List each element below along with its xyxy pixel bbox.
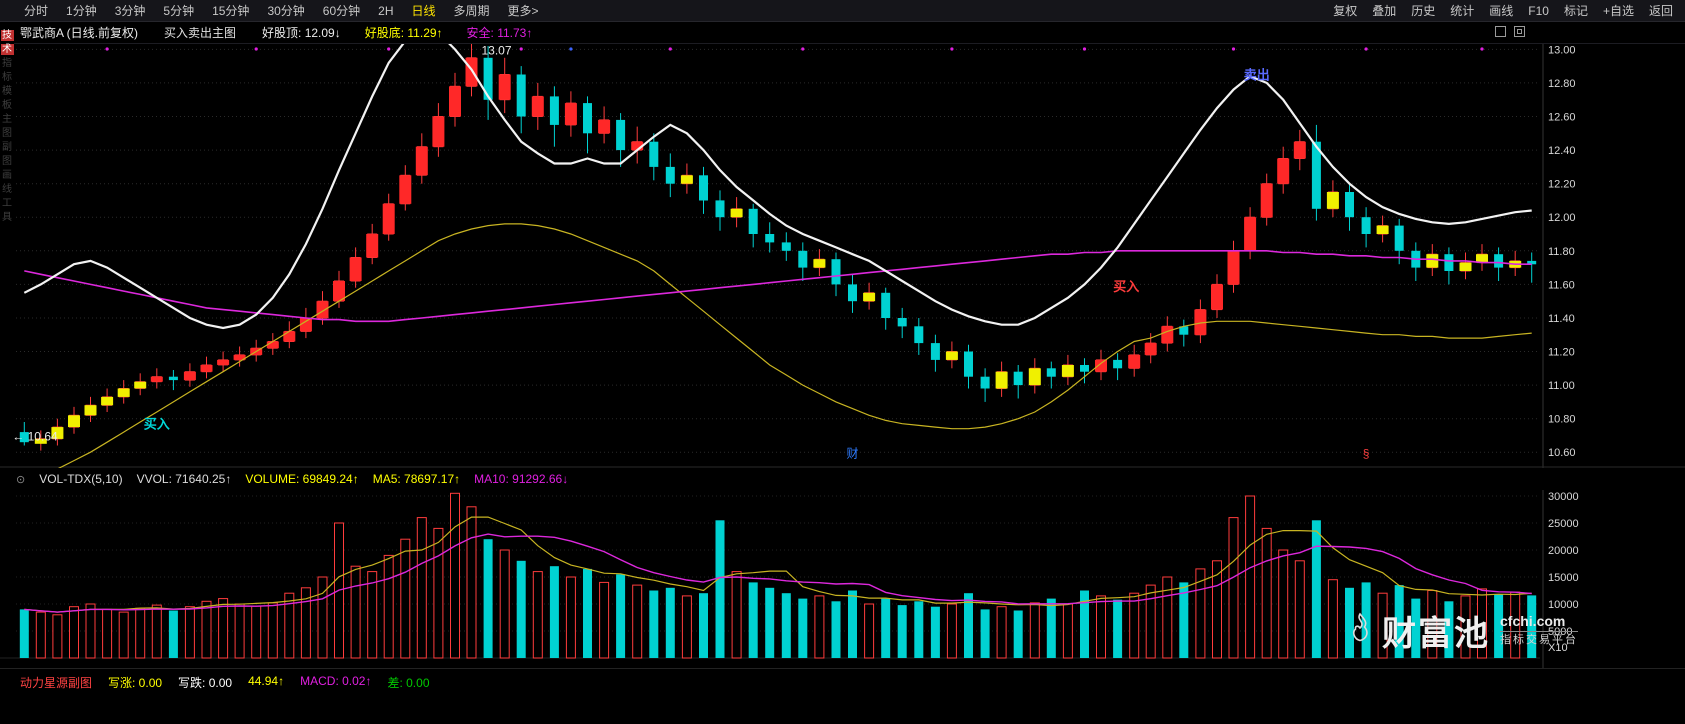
bottom-indicator-seg-5: 差: 0.00 [387, 676, 430, 690]
vol-stat-vvol: VVOL: 71640.25↑ [136, 472, 232, 486]
tool-draw-line[interactable]: 画线 [1489, 4, 1514, 18]
left-strip-char: 标 [2, 72, 12, 83]
svg-text:12.60: 12.60 [1548, 112, 1576, 124]
svg-text:X10: X10 [1548, 642, 1568, 654]
vol-stat-volume: VOLUME: 69849.24↑ [245, 472, 359, 486]
timeframe-m3[interactable]: 3分钟 [114, 4, 146, 18]
tool-fuquan[interactable]: 复权 [1333, 4, 1358, 18]
svg-text:10000: 10000 [1548, 599, 1579, 611]
tool-overlay[interactable]: 叠加 [1372, 4, 1397, 18]
tool-mark[interactable]: 标记 [1563, 4, 1588, 18]
flame-logo-icon [1348, 612, 1372, 649]
left-strip-char: 图 [2, 128, 12, 139]
svg-text:11.00: 11.00 [1548, 380, 1575, 392]
timeframe-m30[interactable]: 30分钟 [267, 4, 305, 18]
svg-text:12.00: 12.00 [1548, 212, 1576, 224]
vol-stat-ma10: MA10: 91292.66↓ [474, 472, 569, 486]
timeframe-more[interactable]: 更多> [507, 4, 539, 18]
left-tab-char[interactable]: 术 [0, 44, 14, 55]
main-chart[interactable]: 13.00 12.80 12.60 12.40 12.20 12.00 11.80 11.60… [0, 44, 1685, 468]
timeframe-menu: 分时 1分钟 3分钟 5分钟 15分钟 30分钟 60分钟 2H 日线 多周期 更多> [24, 2, 539, 19]
bottom-indicator-seg-1: 写涨: 0.00 [108, 676, 163, 690]
svg-text:20000: 20000 [1548, 545, 1579, 557]
volume-pane-header: ⊙ VOL-TDX(5,10) VVOL: 71640.25↑ VOLUME: 69… [16, 468, 568, 490]
bottom-indicator-seg-4: MACD: 0.02↑ [300, 674, 372, 688]
svg-text:12.80: 12.80 [1548, 78, 1576, 90]
timeframe-m60[interactable]: 60分钟 [322, 4, 361, 18]
svg-text:买入: 买入 [144, 417, 170, 432]
stock-title[interactable]: 鄂武商A (日线.前复权) [20, 26, 139, 40]
timeframe-fenshi[interactable]: 分时 [24, 4, 49, 18]
left-strip-char: 模 [2, 86, 12, 97]
watermark: 财富池 cfchi.com 指标交易平台 [1348, 606, 1578, 655]
bottom-indicator-seg-3: 44.94↑ [248, 674, 285, 688]
tool-f10[interactable]: F10 [1528, 3, 1549, 18]
left-side-strip: 技术指标模板主图副图画线工具 [0, 22, 14, 724]
svg-text:11.80: 11.80 [1548, 246, 1575, 258]
left-strip-char: 图 [2, 156, 12, 167]
svg-text:卖出: 卖出 [1244, 68, 1270, 83]
titlebar-icons [1495, 26, 1525, 37]
maximize-icon[interactable] [1495, 26, 1506, 37]
svg-text:10.80: 10.80 [1548, 414, 1576, 426]
svg-text:12.40: 12.40 [1548, 145, 1576, 157]
left-strip-char: 工 [2, 198, 12, 209]
timeframe-h2[interactable]: 2H [378, 3, 394, 18]
svg-text:11.60: 11.60 [1548, 279, 1575, 291]
timeframe-multi-period[interactable]: 多周期 [453, 4, 490, 18]
tool-add-watchlist[interactable]: +自选 [1602, 4, 1634, 18]
indicator-stats: 好股顶: 12.09↓ 好股底: 11.29↑ 安全: 11.73↑ [262, 24, 532, 41]
svg-text:财: 财 [846, 446, 858, 460]
svg-text:13.07: 13.07 [482, 44, 512, 57]
svg-text:§: § [1363, 446, 1370, 460]
volume-stats: VOL-TDX(5,10) VVOL: 71640.25↑ VOLUME: 6984… [39, 472, 568, 486]
panel-layout-icon[interactable] [1514, 26, 1525, 37]
tools-menu: 复权 叠加 历史 统计 画线 F10 标记 +自选 返回 [1333, 2, 1673, 19]
indicator-dot-icon[interactable]: ⊙ [16, 473, 26, 486]
stat-haogu-bottom: 好股底: 11.29↑ [364, 26, 443, 40]
timeframe-m5[interactable]: 5分钟 [163, 4, 195, 18]
tool-history[interactable]: 历史 [1411, 4, 1436, 18]
watermark-tagline: 指标交易平台 [1500, 631, 1578, 648]
svg-text:10.60: 10.60 [1548, 447, 1576, 459]
left-strip-char: 副 [2, 142, 12, 153]
svg-text:11.20: 11.20 [1548, 347, 1575, 359]
bottom-indicator-panel: 动力星源副图 写涨: 0.00 写跌: 0.00 44.94↑ MACD: 0.02↑ 差… [0, 668, 1685, 724]
svg-text:买入: 买入 [1113, 279, 1139, 294]
bottom-indicator-seg-0: 动力星源副图 [20, 676, 93, 690]
watermark-site: cfchi.com [1500, 612, 1566, 629]
topbar: 分时 1分钟 3分钟 5分钟 15分钟 30分钟 60分钟 2H 日线 多周期 更多> 复权 叠加 历史… [0, 0, 1685, 22]
tool-statistics[interactable]: 统计 [1450, 4, 1475, 18]
titlebar: 鄂武商A (日线.前复权) 买入卖出主图 好股顶: 12.09↓ 好股底: 11.… [0, 22, 1685, 44]
left-strip-char: 画 [2, 170, 12, 181]
timeframe-m15[interactable]: 15分钟 [212, 4, 250, 18]
bottom-indicator-strip: 动力星源副图 写涨: 0.00 写跌: 0.00 44.94↑ MACD: 0.02↑ 差… [0, 669, 1685, 691]
svg-text:12.20: 12.20 [1548, 179, 1576, 191]
left-strip-char: 板 [2, 100, 12, 111]
vol-stat-ma5: MA5: 78697.17↑ [372, 472, 461, 486]
left-strip-char: 指 [2, 58, 12, 69]
svg-text:25000: 25000 [1548, 518, 1579, 530]
svg-text:30000: 30000 [1548, 491, 1579, 503]
svg-text:15000: 15000 [1548, 572, 1579, 584]
svg-text:11.40: 11.40 [1548, 313, 1575, 325]
tool-back[interactable]: 返回 [1648, 4, 1673, 18]
main-indicator-name[interactable]: 买入卖出主图 [164, 26, 237, 40]
timeframe-m1[interactable]: 1分钟 [66, 4, 97, 18]
bottom-indicator-seg-2: 写跌: 0.00 [178, 676, 233, 690]
timeframe-daily[interactable]: 日线 [411, 4, 436, 18]
left-strip-char: 具 [2, 212, 12, 223]
svg-text:← 10.64: ← 10.64 [12, 430, 58, 444]
left-strip-char: 主 [2, 114, 12, 125]
watermark-name: 财富池 [1382, 615, 1490, 653]
left-strip-char: 线 [2, 184, 12, 195]
stat-safety: 安全: 11.73↑ [466, 26, 533, 40]
left-tab-char[interactable]: 技 [0, 30, 14, 41]
vol-stat-vol-indicator-name: VOL-TDX(5,10) [39, 472, 123, 486]
stat-haogu-top: 好股顶: 12.09↓ [262, 26, 341, 40]
svg-text:13.00: 13.00 [1548, 44, 1576, 56]
